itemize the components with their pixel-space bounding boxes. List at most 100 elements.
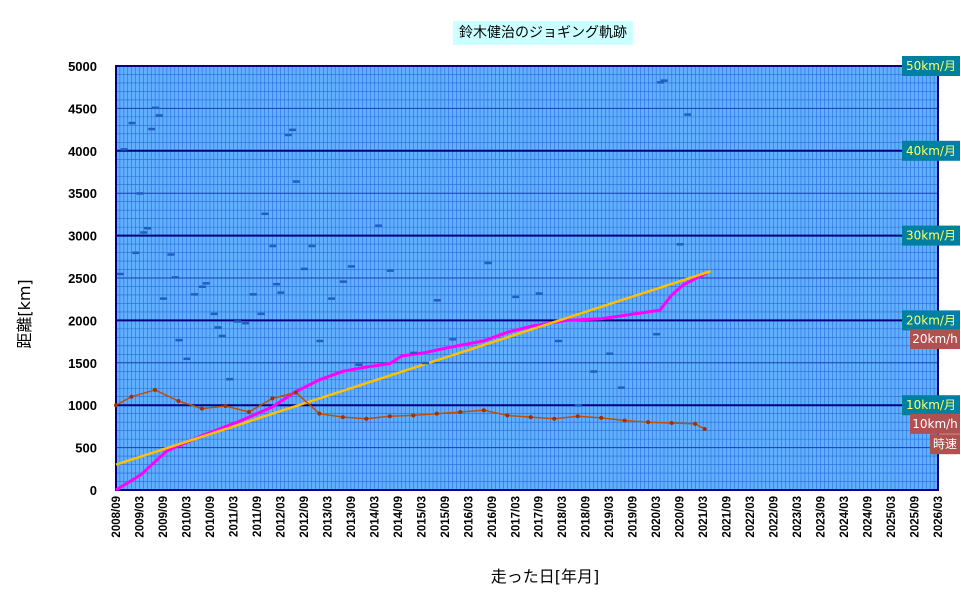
x-tick-labels: 2008/09 2009/03 2009/09 2010/03 2010/09 2011/…: [111, 496, 945, 538]
speed-tag-box: [930, 434, 960, 455]
monthly-distance-mark: [136, 192, 144, 195]
y-tick-label: 1500: [68, 356, 97, 371]
monthly-distance-mark: [289, 128, 297, 132]
monthly-distance-mark: [555, 339, 563, 343]
monthly-distance-mark: [355, 363, 363, 366]
monthly-distance-mark: [144, 226, 152, 230]
speed-point: [270, 396, 275, 401]
monthly-distance-mark: [190, 293, 198, 296]
monthly-tag-box: [902, 140, 960, 161]
x-tick-label: 2012/03: [275, 496, 287, 538]
monthly-distance-mark: [257, 312, 265, 316]
x-tick-label: 2025/03: [886, 496, 898, 538]
monthly-tag-label: 10km/月: [906, 398, 956, 412]
x-tick-label: 2021/09: [722, 496, 734, 538]
chart-title: 鈴木健治のジョギング軌跡: [453, 21, 633, 45]
monthly-distance-mark: [676, 243, 684, 246]
monthly-tag-box: [902, 395, 960, 416]
speed-tag-box: [910, 413, 960, 434]
monthly-distance-mark: [120, 148, 128, 151]
speed-point: [246, 409, 251, 414]
speed-point: [387, 414, 392, 419]
x-tick-label: 2024/09: [863, 496, 875, 538]
monthly-distance-mark: [535, 292, 543, 295]
monthly-tag-label: 20km/月: [906, 313, 956, 327]
monthly-distance-mark: [512, 295, 520, 299]
monthly-distance-mark: [226, 377, 234, 381]
monthly-distance-mark: [316, 339, 324, 343]
x-tick-label: 2021/03: [698, 496, 710, 538]
plot-border: [115, 65, 939, 491]
monthly-distance-mark: [653, 332, 661, 336]
speed-point: [622, 418, 627, 423]
monthly-distance-mark: [574, 404, 582, 407]
speed-point: [669, 421, 674, 426]
monthly-distance-mark: [484, 261, 492, 265]
monthly-tag-box: [902, 225, 960, 246]
monthly-distance-mark: [590, 370, 598, 373]
speed-point: [199, 406, 204, 411]
speed-tag-label: 時速: [933, 437, 957, 451]
monthly-distance-mark: [277, 291, 285, 294]
x-tick-label: 2017/09: [534, 496, 546, 538]
monthly-distance-mark: [660, 79, 668, 82]
major-grid: [115, 65, 939, 491]
monthly-tag-label: 50km/月: [906, 59, 956, 73]
monthly-distance-mark: [218, 334, 226, 338]
monthly-distance-mark: [151, 106, 159, 110]
monthly-distance-mark: [422, 361, 430, 365]
speed-tag-label: 10km/h: [912, 417, 958, 431]
series-layer: [114, 79, 712, 492]
y-tick-label: 1000: [68, 398, 97, 413]
monthly-distance-mark: [249, 293, 257, 296]
monthly-distance-mark: [328, 297, 336, 300]
x-tick-label: 2018/03: [557, 496, 569, 538]
monthly-distance-mark: [242, 321, 250, 325]
x-tick-label: 2020/09: [675, 496, 687, 538]
speed-point: [317, 411, 322, 416]
monthly-tag-box: [902, 310, 960, 331]
monthly-tag-label: 40km/月: [906, 144, 956, 158]
y-tick-label: 3500: [68, 186, 97, 201]
monthly-distance-mark: [202, 282, 210, 285]
x-tick-label: 2016/09: [487, 496, 499, 538]
y-axis-label: 距離[km]: [15, 279, 34, 348]
monthly-distance-mark: [167, 253, 175, 256]
x-tick-label: 2019/09: [628, 496, 640, 538]
x-tick-label: 2022/03: [745, 496, 757, 538]
speed-point: [223, 404, 228, 409]
monthly-distance-mark: [198, 285, 206, 288]
y-tick-label: 0: [90, 483, 97, 498]
y-tick-label: 3000: [68, 229, 97, 244]
speed-tag-box: [910, 329, 960, 350]
monthly-distance-mark: [183, 357, 191, 361]
x-tick-label: 2008/09: [111, 496, 123, 538]
x-tick-label: 2025/09: [910, 496, 922, 538]
x-tick-label: 2016/03: [463, 496, 475, 538]
speed-point: [176, 398, 181, 403]
monthly-distance-mark: [656, 81, 664, 84]
speed-point: [505, 413, 510, 418]
monthly-distance-mark: [116, 272, 124, 276]
x-tick-label: 2014/03: [369, 496, 381, 538]
speed-point: [129, 394, 134, 399]
x-tick-label: 2024/03: [839, 496, 851, 538]
x-tick-label: 2009/09: [158, 496, 170, 538]
monthly-distance-mark: [159, 297, 167, 300]
monthly-distance-mark: [140, 231, 148, 234]
x-axis-label: 走った日[年月]: [491, 567, 600, 586]
x-tick-label: 2018/09: [581, 496, 593, 538]
x-tick-label: 2013/03: [322, 496, 334, 538]
monthly-distance-mark: [175, 338, 183, 342]
monthly-distance-mark: [171, 276, 179, 279]
speed-point: [646, 420, 651, 425]
monthly-distance-mark: [132, 251, 140, 255]
monthly-tag-box: [902, 56, 960, 76]
monthly-distance-mark: [155, 114, 163, 117]
average-pace-line: [115, 270, 712, 466]
x-tick-label: 2013/09: [346, 496, 358, 538]
monthly-distance-mark: [308, 244, 316, 248]
x-tick-label: 2015/03: [416, 496, 428, 538]
right-tags: 50km/月 40km/月 30km/月 20km/月 20km/h 10km/月 10km…: [902, 56, 960, 455]
